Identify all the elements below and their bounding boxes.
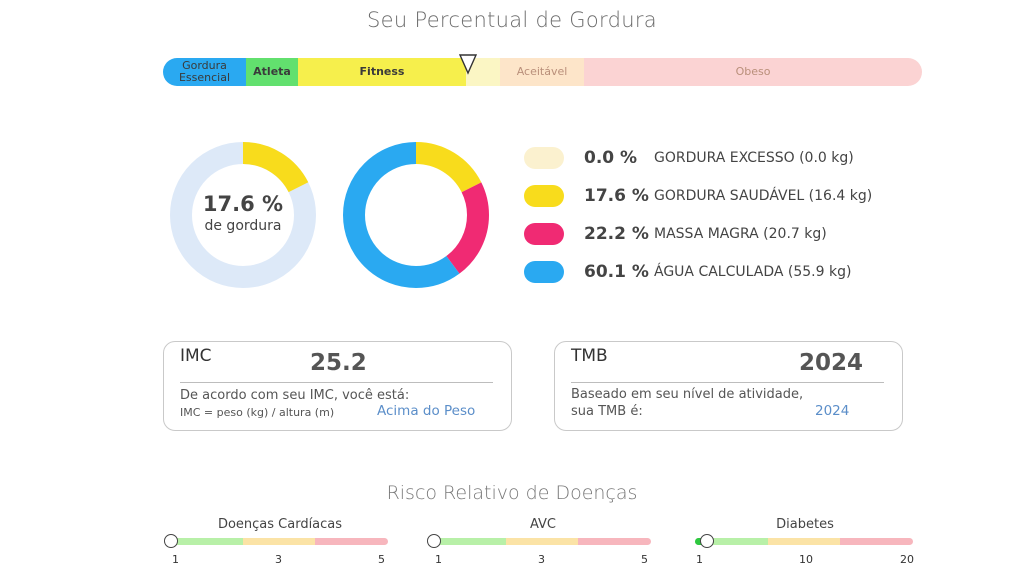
legend-label: ÁGUA CALCULADA (55.9 kg) <box>654 264 852 280</box>
legend-item-gordura-saudavel: 17.6 % GORDURA SAUDÁVEL (16.4 kg) <box>524 183 872 209</box>
divider <box>180 382 493 383</box>
segment-label: Fitness <box>359 65 405 78</box>
segment-aceitavel: Aceitável <box>500 58 584 86</box>
legend-percent: 60.1 % <box>584 262 649 282</box>
risk-track-diabetes <box>695 538 913 545</box>
risk-track-avc <box>433 538 651 545</box>
risk-low-segment <box>170 538 243 545</box>
tmb-card: TMB 2024 Baseado em seu nível de ativida… <box>554 341 903 431</box>
risk-section-title: Risco Relativo de Doenças <box>386 482 638 504</box>
legend-item-gordura-excesso: 0.0 % GORDURA EXCESSO (0.0 kg) <box>524 145 854 171</box>
risk-high-segment <box>578 538 651 545</box>
risk-knob-avc <box>427 534 441 548</box>
divider <box>571 382 884 383</box>
risk-name-cardiac: Doenças Cardíacas <box>217 517 343 532</box>
risk-tick: 1 <box>696 553 703 566</box>
legend-percent: 0.0 % <box>584 148 638 168</box>
segment-label: Gordura Essencial <box>178 59 231 84</box>
segment-label: Aceitável <box>516 65 568 78</box>
risk-tick: 1 <box>172 553 179 566</box>
tmb-description-2: sua TMB é: <box>571 404 643 419</box>
composition-donut-chart <box>343 142 489 288</box>
risk-mid-segment <box>242 538 316 545</box>
composition-arc-3 <box>343 142 489 288</box>
risk-tick: 5 <box>378 553 385 566</box>
risk-high-segment <box>840 538 913 545</box>
risk-low-segment <box>433 538 506 545</box>
risk-tick: 3 <box>538 553 545 566</box>
risk-low-segment <box>695 538 768 545</box>
segment-fitness: Fitness <box>298 58 466 86</box>
legend-swatch <box>524 223 564 245</box>
legend-swatch <box>524 261 564 283</box>
risk-mid-segment <box>767 538 841 545</box>
imc-value: 25.2 <box>310 350 367 376</box>
legend-label: GORDURA EXCESSO (0.0 kg) <box>654 150 854 166</box>
tmb-title: TMB <box>571 346 608 366</box>
imc-description: De acordo com seu IMC, você está: <box>180 388 410 403</box>
risk-track-cardiac <box>170 538 388 545</box>
risk-tick: 3 <box>275 553 282 566</box>
legend-item-agua: 60.1 % ÁGUA CALCULADA (55.9 kg) <box>524 259 851 285</box>
risk-mid-segment <box>505 538 579 545</box>
risk-tick: 1 <box>435 553 442 566</box>
imc-card: IMC 25.2 De acordo com seu IMC, você est… <box>163 341 512 431</box>
legend-percent: 22.2 % <box>584 224 649 244</box>
segment-gordura-essencial: Gordura Essencial <box>163 58 246 86</box>
bar-pointer-icon <box>458 54 478 75</box>
tmb-result: 2024 <box>815 403 850 419</box>
segment-obeso: Obeso <box>584 58 922 86</box>
segment-atleta: Atleta <box>246 58 298 86</box>
legend-item-massa-magra: 22.2 % MASSA MAGRA (20.7 kg) <box>524 221 827 247</box>
risk-knob-cardiac <box>164 534 178 548</box>
imc-status: Acima do Peso <box>377 403 476 419</box>
legend-percent: 17.6 % <box>584 186 649 206</box>
fat-range-bar: Gordura Essencial Atleta Fitness Aceitáv… <box>163 58 922 86</box>
risk-high-segment <box>315 538 388 545</box>
legend-label: MASSA MAGRA (20.7 kg) <box>654 226 827 242</box>
legend-swatch <box>524 185 564 207</box>
donut-subtext: de gordura <box>204 218 282 234</box>
segment-label: Atleta <box>253 65 291 78</box>
legend-swatch <box>524 147 564 169</box>
risk-name-diabetes: Diabetes <box>776 517 834 532</box>
donut-value: 17.6 % <box>202 192 284 216</box>
composition-arc-2 <box>343 142 489 288</box>
page-title: Seu Percentual de Gordura <box>367 8 657 32</box>
risk-tick: 5 <box>641 553 648 566</box>
tmb-value: 2024 <box>799 350 864 376</box>
segment-label: Obeso <box>735 65 771 78</box>
risk-tick: 20 <box>900 553 914 566</box>
legend-label: GORDURA SAUDÁVEL (16.4 kg) <box>654 188 873 204</box>
risk-knob-diabetes <box>699 534 714 548</box>
risk-name-avc: AVC <box>529 517 557 532</box>
tmb-description: Baseado em seu nível de atividade, <box>571 387 804 402</box>
imc-formula: IMC = peso (kg) / altura (m) <box>180 406 335 419</box>
imc-title: IMC <box>180 346 212 366</box>
fat-donut-chart <box>170 142 316 288</box>
risk-tick: 10 <box>799 553 813 566</box>
donut-fat-arc <box>170 142 316 288</box>
